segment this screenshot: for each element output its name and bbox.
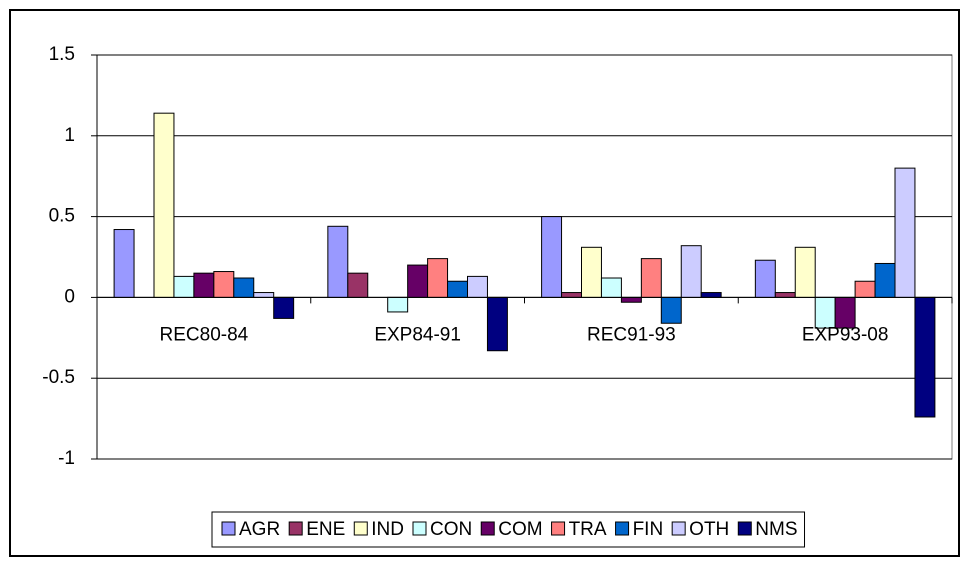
legend-swatch — [671, 521, 686, 536]
legend-swatch — [615, 521, 630, 536]
legend-label: CON — [430, 519, 472, 540]
bar — [153, 112, 175, 298]
y-tick-label: 0 — [64, 286, 75, 307]
bar — [700, 292, 722, 298]
bar — [113, 229, 135, 298]
x-tick-label: REC91-93 — [587, 324, 676, 345]
legend-label: FIN — [633, 519, 664, 540]
y-tick-label: 1 — [64, 125, 75, 146]
bar — [253, 292, 275, 298]
bar — [581, 246, 602, 298]
bar — [561, 292, 582, 298]
bar — [894, 167, 916, 298]
legend-label: OTH — [689, 519, 729, 540]
bar — [620, 296, 642, 303]
legend-swatch — [353, 521, 368, 536]
bar — [407, 264, 429, 298]
bar — [854, 280, 876, 298]
bar — [600, 277, 622, 298]
bar — [640, 258, 662, 298]
bar — [486, 296, 508, 352]
bar — [680, 245, 702, 298]
legend-label: AGR — [239, 519, 280, 540]
legend-label: NMS — [755, 519, 797, 540]
legend-swatch — [737, 521, 752, 536]
x-tick-label: EXP84-91 — [374, 324, 461, 345]
bar — [541, 216, 563, 298]
x-tick-label: REC80-84 — [160, 324, 249, 345]
bar — [660, 296, 682, 324]
legend-box — [211, 511, 806, 548]
bar — [774, 292, 796, 298]
legend-swatch — [480, 521, 495, 536]
legend-swatch — [412, 521, 427, 536]
y-tick-label: 1.5 — [49, 44, 75, 65]
bar — [427, 258, 449, 298]
bar — [193, 272, 215, 298]
bar — [347, 272, 369, 298]
x-tick-label: EXP93-08 — [802, 324, 889, 345]
bar — [794, 246, 816, 298]
bar — [387, 296, 409, 313]
legend-label: IND — [371, 519, 404, 540]
bar — [173, 275, 195, 298]
bar — [327, 225, 349, 298]
legend-label: TRA — [569, 519, 607, 540]
y-tick-label: -1 — [58, 448, 75, 469]
bar — [874, 262, 896, 298]
bar — [213, 271, 235, 298]
legend-label: COM — [498, 519, 542, 540]
bar — [447, 280, 468, 298]
bar — [754, 259, 776, 298]
bar — [233, 277, 255, 298]
legend-swatch — [221, 521, 236, 536]
bar — [914, 296, 936, 418]
y-tick-label: -0.5 — [42, 367, 75, 388]
legend-label: ENE — [306, 519, 345, 540]
bar — [273, 296, 295, 319]
bar — [467, 275, 488, 298]
legend-swatch — [551, 521, 566, 536]
legend-swatch — [288, 521, 303, 536]
y-tick-label: 0.5 — [49, 206, 75, 227]
